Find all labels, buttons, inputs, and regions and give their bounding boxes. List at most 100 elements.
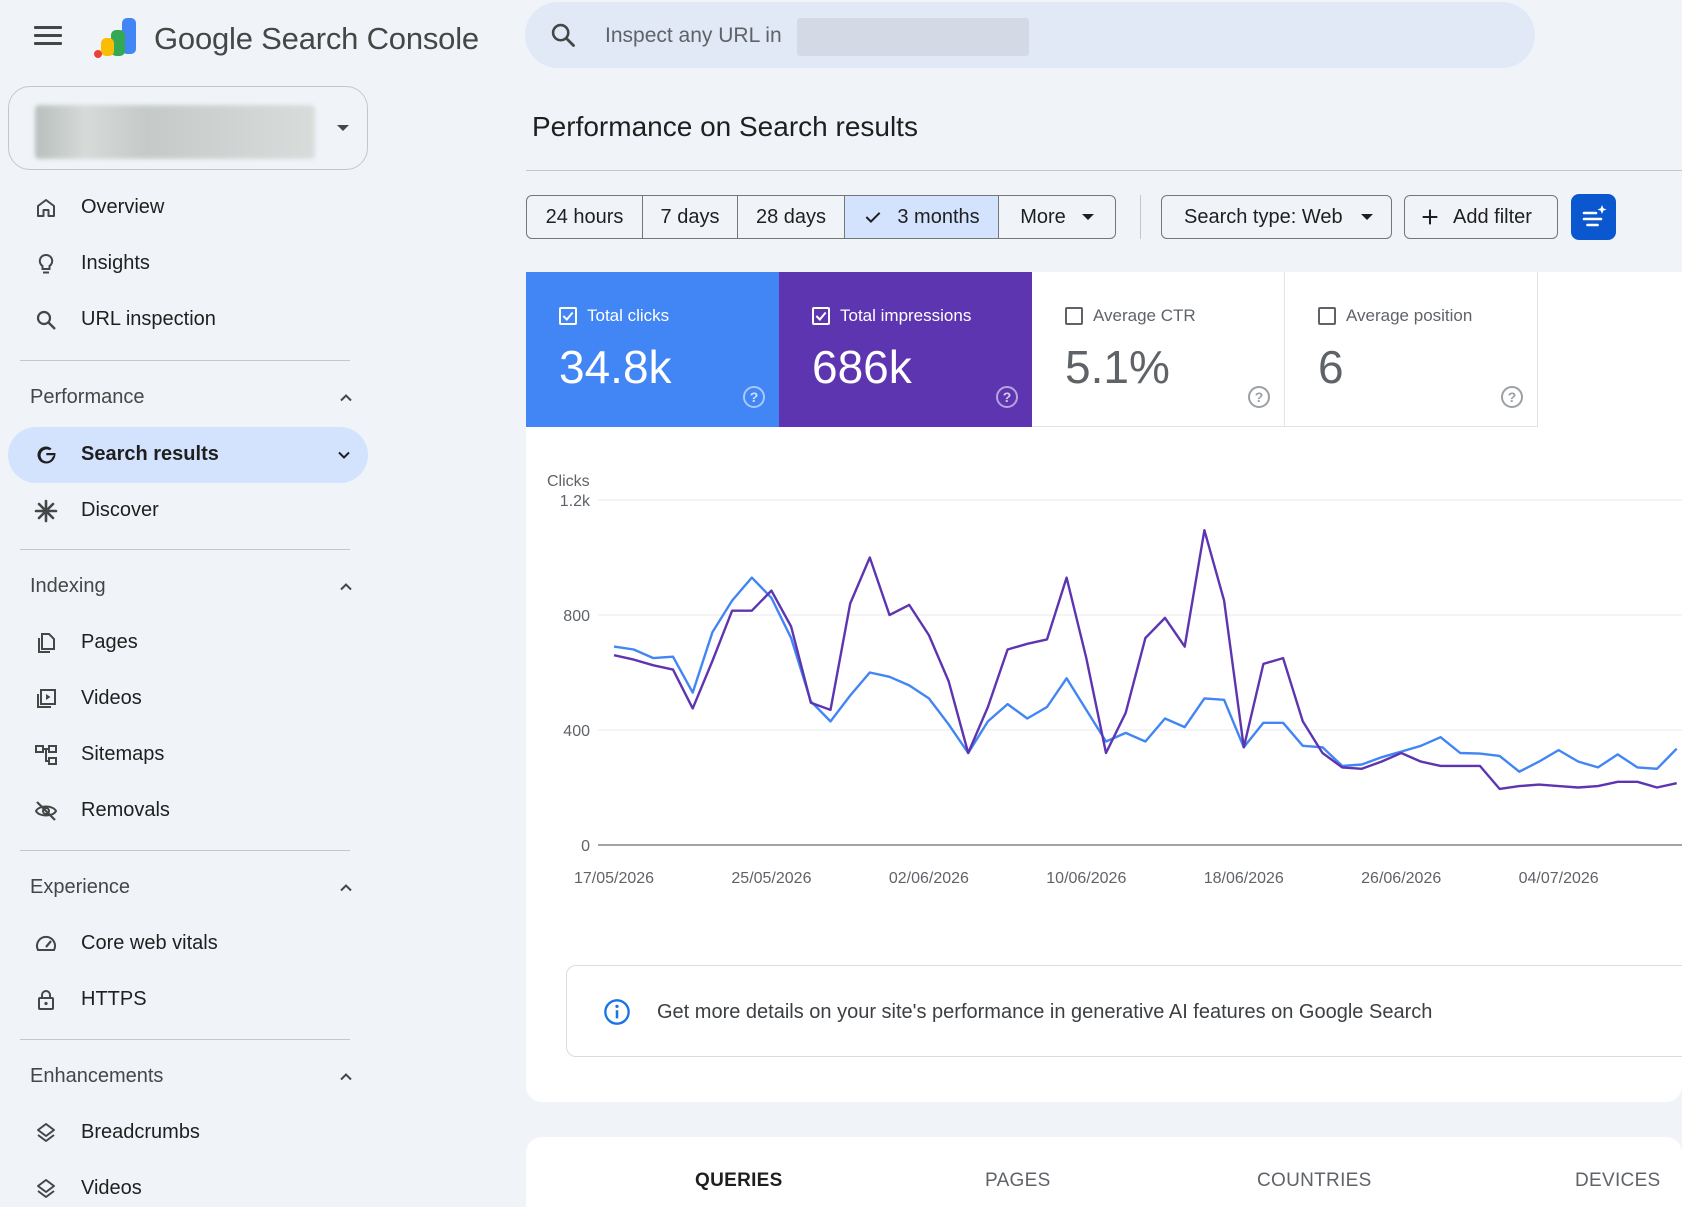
section-performance[interactable]: Performance	[30, 378, 360, 418]
x-tick-label: 18/06/2026	[1204, 870, 1284, 887]
asterisk-icon	[34, 499, 58, 523]
chevron-down-icon[interactable]	[334, 445, 354, 465]
y-axis-label: Clicks	[547, 473, 590, 490]
sidebar-item-overview[interactable]: Overview	[8, 180, 368, 236]
sidebar-item-core-web-vitals[interactable]: Core web vitals	[8, 916, 368, 972]
filter-sparkle-button[interactable]	[1571, 194, 1616, 240]
clicks-impressions-chart: Clicks 0 400 800 1.2k 17/05/2026 25/05/2026 02/…	[547, 473, 1682, 887]
metric-value: 5.1%	[1065, 341, 1170, 393]
search-type-dropdown[interactable]: Search type: Web	[1161, 195, 1392, 239]
sidebar-item-label: Discover	[81, 499, 159, 521]
search-console-logo	[94, 18, 136, 58]
metric-average-ctr[interactable]: Average CTR 5.1% ?	[1032, 272, 1285, 427]
search-icon	[36, 310, 56, 330]
chevron-up-icon	[340, 1073, 352, 1081]
sidebar-item-discover[interactable]: Discover	[8, 483, 368, 539]
y-tick-label: 400	[563, 723, 590, 740]
metric-total-clicks[interactable]: Total clicks 34.8k ?	[526, 272, 779, 427]
eye-off-icon	[34, 801, 58, 821]
sidebar-divider	[20, 1039, 350, 1040]
ai-features-info-banner[interactable]: Get more details on your site's performa…	[566, 965, 1682, 1057]
section-label: Indexing	[30, 575, 106, 597]
x-tick-label: 10/06/2026	[1046, 870, 1126, 887]
metric-average-position[interactable]: Average position 6 ?	[1285, 272, 1538, 427]
sidebar-item-insights[interactable]: Insights	[8, 236, 368, 292]
tab-queries[interactable]: QUERIES	[695, 1170, 783, 1191]
pages-icon	[38, 633, 55, 653]
sidebar-item-label: Insights	[81, 252, 150, 274]
chevron-up-icon	[340, 394, 352, 402]
sidebar-item-label: URL inspection	[81, 308, 216, 330]
clicks-series-line	[613, 576, 1678, 773]
section-experience[interactable]: Experience	[30, 868, 360, 908]
redacted-property	[35, 105, 315, 159]
range-label: 3 months	[897, 205, 980, 228]
sidebar-item-removals[interactable]: Removals	[8, 783, 368, 839]
dropdown-caret-icon	[337, 125, 349, 131]
redacted-property-name	[797, 18, 1029, 56]
add-filter-button[interactable]: Add filter	[1404, 195, 1558, 239]
checkbox-unchecked-icon[interactable]	[1318, 307, 1336, 325]
sidebar-item-label: Overview	[81, 196, 165, 218]
sidebar-item-https[interactable]: HTTPS	[8, 972, 368, 1028]
speedometer-icon	[36, 935, 56, 951]
checkbox-unchecked-icon[interactable]	[1065, 307, 1083, 325]
x-tick-label: 25/05/2026	[731, 870, 811, 887]
y-tick-label: 800	[563, 608, 590, 625]
info-text: Get more details on your site's performa…	[657, 1001, 1433, 1023]
video-library-icon	[37, 689, 56, 708]
property-selector[interactable]	[8, 86, 368, 170]
x-tick-label: 02/06/2026	[889, 870, 969, 887]
lock-icon	[38, 990, 54, 1010]
tab-pages[interactable]: PAGES	[985, 1170, 1051, 1191]
add-filter-label: Add filter	[1453, 205, 1532, 228]
x-tick-label: 17/05/2026	[574, 870, 654, 887]
page-title: Performance on Search results	[532, 111, 918, 142]
checkbox-checked-icon[interactable]	[559, 307, 577, 325]
sidebar-item-pages[interactable]: Pages	[8, 615, 368, 671]
search-icon	[551, 23, 575, 47]
help-icon[interactable]: ?	[1501, 386, 1523, 408]
sidebar-item-sitemaps[interactable]: Sitemaps	[8, 727, 368, 783]
metric-value: 6	[1318, 341, 1344, 393]
sidebar-item-enh-videos[interactable]: Videos	[8, 1161, 368, 1207]
metric-total-impressions[interactable]: Total impressions 686k ?	[779, 272, 1032, 427]
help-icon[interactable]: ?	[996, 386, 1018, 408]
range-3-months[interactable]: 3 months	[845, 196, 999, 238]
impressions-series-line	[613, 528, 1677, 791]
help-icon[interactable]: ?	[1248, 386, 1270, 408]
section-indexing[interactable]: Indexing	[30, 567, 360, 607]
dropdown-caret-icon	[1360, 214, 1373, 220]
sidebar-item-label: Breadcrumbs	[81, 1121, 200, 1143]
menu-icon[interactable]	[34, 26, 62, 46]
help-icon[interactable]: ?	[743, 386, 765, 408]
title-divider	[526, 170, 1682, 171]
metric-label: Average CTR	[1093, 306, 1196, 325]
x-tick-label: 26/06/2026	[1361, 870, 1441, 887]
plus-icon	[1422, 209, 1438, 225]
range-24-hours[interactable]: 24 hours	[527, 196, 643, 238]
lightbulb-icon	[38, 253, 54, 274]
section-enhancements[interactable]: Enhancements	[30, 1057, 360, 1097]
tab-devices[interactable]: DEVICES	[1575, 1170, 1661, 1191]
sidebar-item-label: Sitemaps	[81, 743, 165, 765]
range-28-days[interactable]: 28 days	[738, 196, 845, 238]
range-more-dropdown[interactable]: More	[999, 196, 1115, 238]
range-7-days[interactable]: 7 days	[643, 196, 738, 238]
url-inspect-searchbar[interactable]: Inspect any URL in	[525, 2, 1535, 68]
tab-countries[interactable]: COUNTRIES	[1257, 1170, 1372, 1191]
x-tick-label: 04/07/2026	[1519, 870, 1599, 887]
sidebar-item-search-results[interactable]: Search results	[8, 427, 368, 483]
layers-icon	[37, 1123, 55, 1142]
sidebar-item-label: Search results	[81, 443, 219, 465]
checkbox-checked-icon[interactable]	[812, 307, 830, 325]
sidebar-item-breadcrumbs[interactable]: Breadcrumbs	[8, 1105, 368, 1161]
metric-value: 686k	[812, 341, 912, 393]
sidebar-item-url-inspection[interactable]: URL inspection	[8, 292, 368, 348]
section-label: Performance	[30, 386, 145, 408]
sidebar-item-videos[interactable]: Videos	[8, 671, 368, 727]
sidebar-divider	[20, 360, 350, 361]
sidebar-item-label: Pages	[81, 631, 138, 653]
performance-card: Total clicks 34.8k ? Total impressions 6…	[526, 272, 1682, 1102]
chevron-up-icon	[340, 884, 352, 892]
